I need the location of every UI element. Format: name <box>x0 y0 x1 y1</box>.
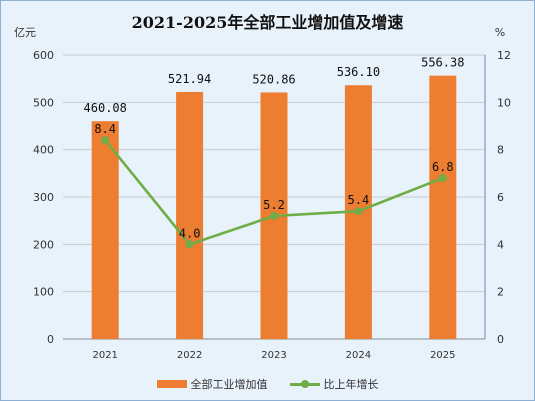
y-left-tick-label: 0 <box>47 333 54 346</box>
bar <box>176 91 204 340</box>
legend-item-line: 比上年增长 <box>289 376 379 392</box>
legend-swatch-bar <box>156 380 187 388</box>
x-tick-label: 2024 <box>346 350 371 361</box>
y-right-tick-label: 12 <box>497 49 511 62</box>
x-tick-label: 2021 <box>92 350 117 361</box>
y-right-axis-label: % <box>495 26 505 39</box>
legend-label-bars: 全部工业增加值 <box>190 378 268 391</box>
growth-point <box>438 174 447 183</box>
y-left-tick-label: 100 <box>33 286 54 299</box>
bar-value-label: 460.08 <box>84 101 127 115</box>
growth-point <box>101 136 110 145</box>
x-tick-label: 2023 <box>261 350 286 361</box>
y-left-axis-label: 亿元 <box>14 26 36 39</box>
growth-point <box>354 207 363 216</box>
growth-value-label: 5.2 <box>263 198 285 212</box>
growth-value-label: 6.8 <box>432 160 454 174</box>
growth-value-label: 5.4 <box>348 193 370 207</box>
y-left-tick-label: 500 <box>33 96 54 109</box>
growth-value-label: 4.0 <box>179 226 201 240</box>
bar <box>91 121 119 340</box>
y-right-tick-label: 10 <box>497 96 511 109</box>
y-right-tick-label: 8 <box>497 144 504 157</box>
growth-value-label: 8.4 <box>94 122 116 136</box>
y-right-tick-label: 4 <box>497 238 504 251</box>
y-right-tick-label: 0 <box>497 333 504 346</box>
bar-value-label: 520.86 <box>252 72 295 86</box>
chart-legend: 全部工业增加值 比上年增长 <box>1 373 534 395</box>
y-right-tick-label: 6 <box>497 191 504 204</box>
y-left-tick-label: 400 <box>33 144 54 157</box>
chart-title: 2021-2025年全部工业增加值及增速 <box>131 13 404 32</box>
bar-value-label: 536.10 <box>337 65 380 79</box>
y-left-tick-label: 200 <box>33 238 54 251</box>
y-right-tick-label: 2 <box>497 286 504 299</box>
bar <box>429 75 457 340</box>
y-left-tick-label: 600 <box>33 49 54 62</box>
x-tick-label: 2025 <box>430 350 455 361</box>
y-left-tick-label: 300 <box>33 191 54 204</box>
legend-swatch-line <box>289 379 320 389</box>
growth-point <box>270 211 278 220</box>
legend-label-line: 比上年增长 <box>323 378 379 391</box>
bar-value-label: 556.38 <box>421 56 464 70</box>
bar-value-label: 521.94 <box>168 72 211 86</box>
x-tick-label: 2022 <box>177 350 202 361</box>
growth-point <box>185 240 194 249</box>
legend-item-bars: 全部工业增加值 <box>156 376 268 392</box>
